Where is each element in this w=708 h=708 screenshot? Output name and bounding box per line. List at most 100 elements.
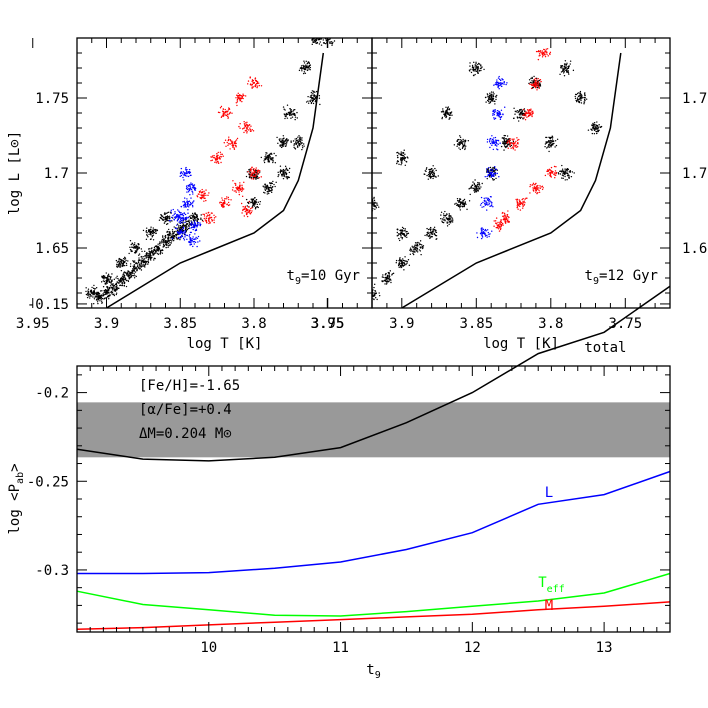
scatter-point — [151, 249, 153, 252]
scatter-point — [562, 67, 564, 70]
scatter-point — [529, 109, 532, 112]
scatter-point — [595, 127, 598, 129]
scatter-point — [561, 67, 563, 69]
scatter-point — [180, 230, 182, 233]
scatter-point — [234, 140, 237, 142]
scatter-point — [285, 112, 288, 115]
scatter-point — [203, 217, 205, 220]
scatter-point — [171, 233, 173, 235]
scatter-point — [549, 145, 552, 147]
scatter-point — [184, 232, 186, 234]
scatter-point — [331, 42, 334, 45]
scatter-point — [135, 275, 137, 278]
scatter-point — [326, 34, 327, 35]
scatter-point — [472, 74, 475, 77]
scatter-point — [118, 259, 120, 261]
scatter-point — [249, 174, 251, 176]
scatter-point — [178, 215, 180, 218]
scatter-point — [457, 205, 460, 208]
scatter-point — [459, 205, 461, 207]
scatter-point — [189, 188, 191, 190]
scatter-point — [416, 242, 418, 244]
scatter-point — [384, 277, 386, 279]
scatter-point — [542, 187, 544, 189]
scatter-point — [567, 72, 570, 74]
scatter-point — [488, 141, 491, 143]
scatter-point — [532, 189, 535, 191]
scatter-point — [541, 188, 544, 191]
scatter-point — [572, 69, 575, 72]
scatter-point — [493, 173, 495, 175]
scatter-point — [581, 97, 584, 99]
scatter-point — [247, 209, 249, 211]
scatter-point — [517, 120, 520, 122]
scatter-point — [132, 269, 135, 271]
scatter-point — [519, 109, 521, 111]
scatter-point — [129, 263, 132, 265]
scatter-point — [226, 198, 228, 200]
scatter-point — [162, 215, 164, 217]
scatter-point — [310, 102, 313, 105]
scatter-point — [503, 83, 505, 85]
scatter-point — [111, 291, 114, 293]
scatter-point — [368, 289, 369, 290]
scatter-point — [96, 295, 98, 298]
scatter-point — [378, 294, 381, 297]
scatter-point — [270, 157, 272, 159]
scatter-point — [463, 202, 466, 205]
scatter-point — [520, 111, 523, 113]
scatter-point — [192, 236, 194, 238]
scatter-point — [252, 204, 254, 206]
scatter-point — [301, 137, 303, 139]
scatter-point — [201, 219, 204, 222]
scatter-point — [155, 229, 158, 231]
scatter-point — [563, 171, 566, 174]
scatter-point — [517, 143, 519, 145]
scatter-point — [374, 290, 376, 292]
composition-annotation: [α/Fe]=+0.4 — [139, 402, 232, 418]
scatter-point — [254, 172, 256, 174]
scatter-point — [527, 111, 530, 113]
scatter-point — [239, 182, 241, 184]
scatter-point — [308, 62, 310, 64]
scatter-point — [467, 140, 470, 142]
scatter-point — [185, 230, 187, 233]
scatter-point — [596, 121, 598, 123]
scatter-point — [187, 191, 190, 193]
scatter-point — [181, 231, 184, 234]
scatter-point — [594, 126, 597, 128]
scatter-point — [549, 174, 552, 176]
scatter-point — [478, 187, 480, 189]
scatter-point — [560, 71, 563, 73]
scatter-point — [236, 104, 238, 107]
scatter-point — [255, 174, 257, 176]
scatter-point — [185, 218, 188, 220]
scatter-point — [133, 277, 136, 279]
scatter-point — [448, 117, 451, 119]
scatter-point — [248, 201, 250, 203]
scatter-point — [564, 179, 566, 181]
scatter-point — [236, 94, 238, 96]
scatter-point — [204, 192, 206, 195]
scatter-point — [303, 62, 306, 64]
scatter-point — [140, 259, 142, 261]
scatter-point — [109, 287, 111, 290]
scatter-point — [191, 241, 193, 243]
scatter-point — [521, 198, 523, 201]
scatter-point — [144, 264, 146, 266]
scatter-point — [296, 117, 299, 119]
scatter-point — [398, 237, 400, 240]
scatter-point — [184, 221, 186, 224]
scatter-point — [561, 168, 564, 170]
scatter-point — [469, 62, 471, 64]
scatter-point — [369, 289, 370, 290]
scatter-point — [569, 60, 572, 62]
scatter-point — [132, 274, 135, 277]
scatter-point — [140, 248, 143, 250]
scatter-point — [524, 198, 526, 200]
scatter-point — [498, 230, 501, 232]
scatter-point — [297, 140, 299, 143]
scatter-point — [125, 262, 128, 265]
scatter-point — [297, 146, 299, 148]
scatter-point — [513, 145, 515, 147]
